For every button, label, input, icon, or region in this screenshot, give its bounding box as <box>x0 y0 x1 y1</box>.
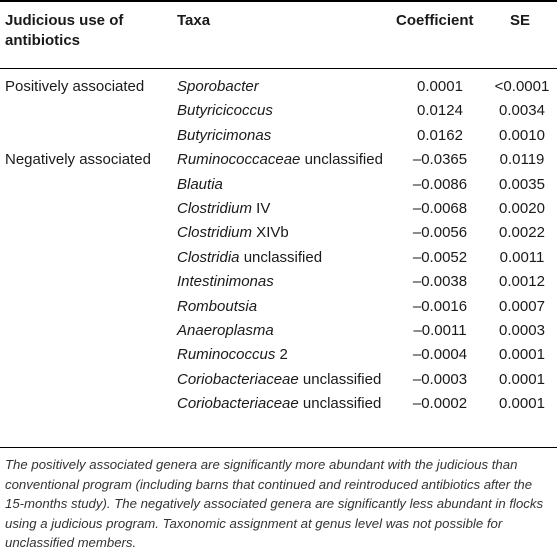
coefficient-cell: 0.0162 <box>417 126 463 144</box>
se-cell: 0.0119 <box>499 151 545 169</box>
coefficient-cell: –0.0052 <box>412 248 468 266</box>
se-cell: 0.0011 <box>499 248 545 266</box>
table-row: Ruminococcus 2 –0.0004 0.0001 <box>0 343 557 367</box>
coefficient-cell: –0.0003 <box>412 370 468 388</box>
coefficient-cell: 0.0001 <box>417 78 463 95</box>
taxa-genus: Butyricimonas <box>177 126 272 144</box>
table-row: Intestinimonas –0.0038 0.0012 <box>0 270 557 294</box>
table-row: Clostridia unclassified –0.0052 0.0011 <box>0 246 557 270</box>
table-row: Positively associated Sporobacter 0.0001 <0… <box>0 75 557 99</box>
taxa-genus: Sporobacter <box>177 78 259 95</box>
se-cell: 0.0007 <box>499 297 545 315</box>
se-cell: 0.0012 <box>499 273 545 291</box>
group-cell: Positively associated <box>5 78 145 95</box>
taxa-cell: Anaeroplasma <box>177 319 274 343</box>
taxa-cell: Clostridia unclassified <box>177 246 322 270</box>
table-footnote: The positively associated genera are sig… <box>5 457 544 551</box>
table-bottom-rule <box>0 447 557 448</box>
taxa-cell: Clostridium XIVb <box>177 221 289 245</box>
coefficient-cell: –0.0004 <box>412 346 468 364</box>
table-row: Romboutsia –0.0016 0.0007 <box>0 295 557 319</box>
taxa-cell: Ruminococcus 2 <box>177 343 288 367</box>
taxa-genus: Clostridia <box>177 248 240 266</box>
table-row: Butyricicoccus 0.0124 0.0034 <box>0 99 557 123</box>
coefficient-cell: –0.0056 <box>412 224 468 242</box>
taxa-genus: Romboutsia <box>177 297 258 315</box>
taxa-genus: Clostridium <box>177 224 253 242</box>
table-row: Butyricimonas 0.0162 0.0010 <box>0 124 557 148</box>
taxa-genus: Ruminococcaceae <box>177 151 301 169</box>
coefficient-cell: –0.0038 <box>412 273 468 291</box>
coefficient-cell: –0.0002 <box>412 395 468 413</box>
taxa-genus: Intestinimonas <box>177 273 274 291</box>
taxa-suffix: unclassified <box>300 151 383 169</box>
se-cell: 0.0022 <box>499 224 545 242</box>
coefficient-cell: 0.0124 <box>417 102 463 120</box>
header-se: SE <box>510 12 531 29</box>
taxa-genus: Coriobacteriaceae <box>177 370 299 388</box>
taxa-cell: Butyricicoccus <box>177 99 273 123</box>
taxa-cell: Coriobacteriaceae unclassified <box>177 392 381 416</box>
table-row: Coriobacteriaceae unclassified –0.0003 0.0… <box>0 368 557 392</box>
group-cell: Negatively associated <box>5 151 151 169</box>
table-top-rule <box>0 0 557 2</box>
taxa-cell: Intestinimonas <box>177 270 274 294</box>
taxa-suffix: unclassified <box>239 248 323 266</box>
taxa-genus: Ruminococcus <box>177 346 276 364</box>
coefficient-cell: –0.0086 <box>412 175 468 193</box>
coefficient-cell: –0.0365 <box>412 151 468 169</box>
header-coefficient: Coefficient <box>396 12 474 29</box>
se-cell: 0.0001 <box>499 346 545 364</box>
se-cell: <0.0001 <box>494 78 550 95</box>
table-row: Clostridium XIVb –0.0056 0.0022 <box>0 221 557 245</box>
table-row: Negatively associated Ruminococcaceae unc… <box>0 148 557 172</box>
taxa-cell: Ruminococcaceae unclassified <box>177 148 383 172</box>
se-cell: 0.0001 <box>499 370 545 388</box>
taxa-genus: Blautia <box>177 175 223 193</box>
header-rule <box>0 68 557 69</box>
taxa-genus: Clostridium <box>177 200 253 217</box>
coefficient-cell: –0.0068 <box>412 200 468 217</box>
taxa-cell: Butyricimonas <box>177 124 271 148</box>
coefficient-cell: –0.0011 <box>413 322 467 339</box>
se-cell: 0.0010 <box>499 126 545 144</box>
se-cell: 0.0034 <box>499 102 545 120</box>
table-row: Anaeroplasma –0.0011 0.0003 <box>0 319 557 343</box>
header-group: Judicious use of antibiotics <box>5 12 124 49</box>
taxa-genus: Anaeroplasma <box>177 322 274 339</box>
header-taxa: Taxa <box>177 12 211 29</box>
table-row: Blautia –0.0086 0.0035 <box>0 173 557 197</box>
se-cell: 0.0035 <box>499 175 545 193</box>
taxa-suffix: unclassified <box>298 370 382 388</box>
taxa-suffix: XIVb <box>252 224 289 242</box>
table-row: Clostridium IV –0.0068 0.0020 <box>0 197 557 221</box>
se-cell: 0.0020 <box>499 200 545 217</box>
taxa-cell: Blautia <box>177 173 223 197</box>
taxa-genus: Coriobacteriaceae <box>177 395 299 413</box>
table-row: Coriobacteriaceae unclassified –0.0002 0.0… <box>0 392 557 416</box>
taxa-suffix: 2 <box>275 346 288 364</box>
taxa-suffix: unclassified <box>298 395 382 413</box>
taxa-cell: Romboutsia <box>177 295 257 319</box>
taxa-cell: Sporobacter <box>177 75 259 99</box>
taxa-cell: Coriobacteriaceae unclassified <box>177 368 381 392</box>
coefficient-cell: –0.0016 <box>412 297 468 315</box>
se-cell: 0.0003 <box>499 322 545 339</box>
taxa-suffix: IV <box>252 200 271 217</box>
taxa-cell: Clostridium IV <box>177 197 270 221</box>
taxa-genus: Butyricicoccus <box>177 102 273 120</box>
se-cell: 0.0001 <box>499 395 545 413</box>
